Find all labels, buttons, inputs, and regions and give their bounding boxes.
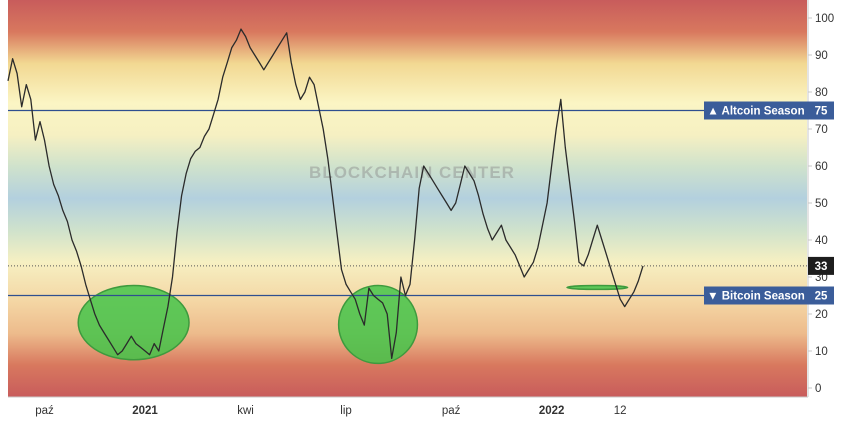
- x-tick-label: paź: [442, 405, 461, 417]
- y-tick-label: 80: [815, 87, 828, 99]
- x-tick-label: paź: [35, 405, 54, 417]
- bitcoin-season-highlight-3: [566, 284, 629, 291]
- reference-lines: [8, 109, 808, 297]
- y-tick-label: 60: [815, 161, 828, 173]
- y-tick-label: 40: [815, 235, 828, 247]
- y-axis-ticks: 0 10 20 30 40 50 60 70 80 90 100: [808, 13, 834, 395]
- reference-label-1: ▲ Altcoin Season: [707, 106, 804, 118]
- bitcoin-season-highlight-2: [337, 284, 419, 365]
- x-tick-label: kwi: [237, 405, 254, 417]
- y-tick-label: 50: [815, 198, 828, 210]
- reference-value-1: 75: [815, 106, 828, 118]
- x-tick-label: 12: [614, 405, 627, 417]
- x-axis-ticks: paź 2021 kwi lip paź 2022 12: [35, 405, 626, 417]
- watermark: BLOCKCHAIN CENTER: [309, 163, 515, 182]
- y-tick-label: 30: [815, 272, 828, 284]
- reference-label-box-2: [704, 286, 808, 305]
- value-labels: ▲ Altcoin Season 75 ▼ Bitcoin Season 25 33: [704, 101, 834, 305]
- x-tick-label: 2021: [132, 405, 158, 417]
- y-tick-label: 90: [815, 50, 828, 62]
- reference-label-2: ▼ Bitcoin Season: [707, 291, 805, 303]
- current-value-label: 33: [815, 261, 828, 273]
- y-tick-label: 10: [815, 346, 828, 358]
- y-tick-label: 100: [815, 13, 834, 25]
- series-line: [7, 28, 644, 360]
- x-tick-label: 2022: [539, 405, 565, 417]
- reference-value-box-1: [808, 101, 834, 120]
- bitcoin-season-highlight-1: [77, 284, 190, 361]
- current-value-box: [808, 256, 834, 275]
- reference-value-box-2: [808, 286, 834, 305]
- reference-label-box-1: [704, 101, 808, 120]
- x-tick-label: lip: [340, 405, 352, 417]
- y-tick-label: 20: [815, 309, 828, 321]
- y-tick-label: 0: [815, 383, 821, 395]
- y-tick-label: 70: [815, 124, 828, 136]
- reference-value-2: 25: [815, 291, 828, 303]
